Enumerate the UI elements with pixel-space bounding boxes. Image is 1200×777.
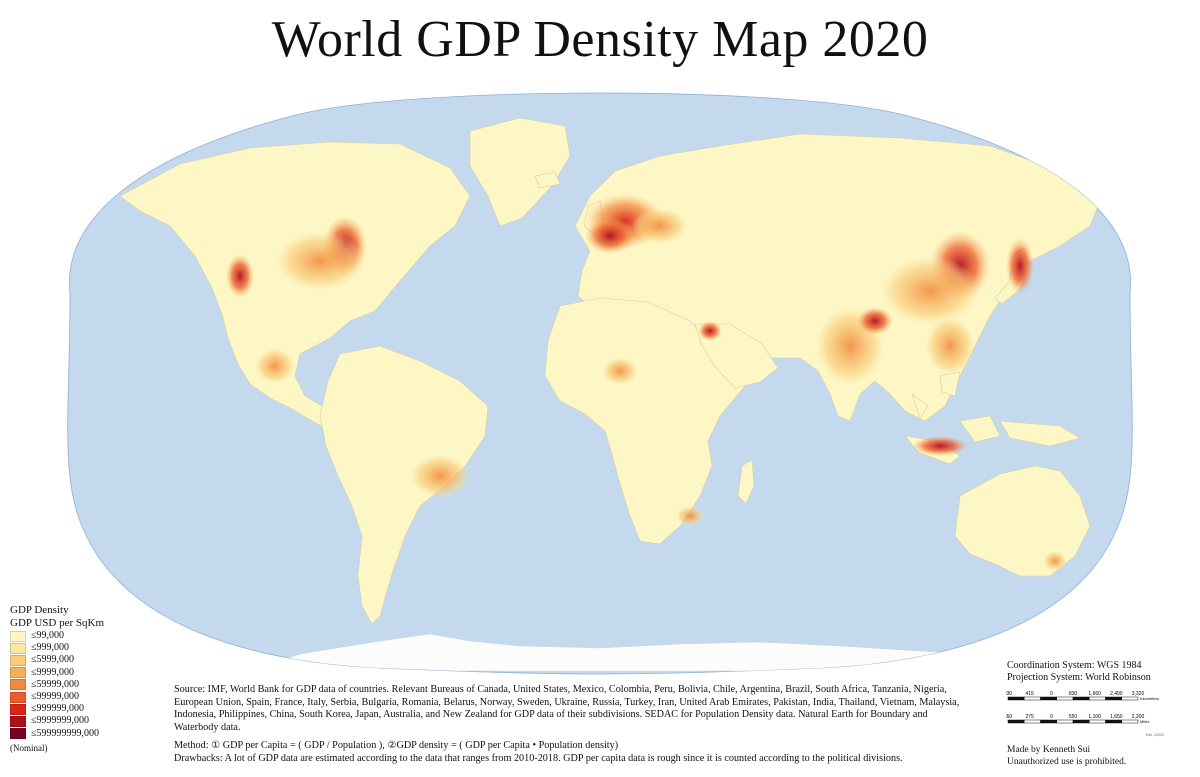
legend-unit: GDP USD per SqKm [10,617,105,629]
scale-tick-label: 830 [1069,691,1078,697]
author: Made by Kenneth Sui [1007,745,1091,755]
legend-swatch [10,642,26,654]
scale-tick-label: 2,200 [1132,714,1145,720]
gdp-density-hotspots [226,193,1067,571]
legend-item: ≤99999,000 [10,691,104,703]
scale-segment [1105,696,1122,701]
legend-swatch [10,728,26,740]
scale-segment [1024,696,1041,701]
credit: Made by Kenneth Sui Unauthorized use is … [1007,744,1126,768]
legend-label: ≤5999,000 [31,654,74,666]
scale-segment [1089,719,1106,724]
legend-item: ≤59999,000 [10,679,104,691]
north-america [119,141,471,432]
legend-label: ≤999999,000 [31,703,84,715]
legend-label: ≤9999,000 [31,666,74,678]
scale-unit: Kilometers [1140,696,1159,701]
scale-segment [1121,696,1139,701]
legend-item: ≤599999999,000 [10,728,104,740]
scale-segment [1056,696,1074,701]
coordinate-info: Coordination System: WGS 1984 Projection… [1007,660,1151,684]
legend-swatch [10,703,26,715]
map-title: World GDP Density Map 2020 [271,11,929,68]
scale-segment [1007,696,1025,701]
legend-swatch [10,679,26,691]
scale-tick-label: 0 [1050,714,1053,720]
legend-item: ≤9999999,000 [10,715,104,727]
legend-item: ≤9999,000 [10,667,104,679]
scale-tick-label: 550 [1006,714,1012,720]
drawbacks-text: Drawbacks: A lot of GDP data are estimat… [174,752,903,764]
legend-swatch [10,691,26,703]
legend-label: ≤59999,000 [31,678,79,690]
scale-tick-label: 550 [1069,714,1078,720]
legend-swatch [10,630,26,642]
method-text: Method: ① GDP per Capita = ( GDP / Popul… [174,740,619,752]
scale-segment [1072,719,1090,724]
legend-label: ≤9999999,000 [31,715,89,727]
south-america [319,345,489,625]
scale-segment [1105,719,1122,724]
scale-segment [1040,719,1057,724]
legend-swatch [10,667,26,679]
legend-label: ≤599999999,000 [31,727,99,739]
rights-notice: Unauthorized use is prohibited. [1007,757,1127,767]
iceland [534,171,561,189]
scale-unit: Miles [1140,719,1149,724]
new-zealand [1127,575,1133,607]
scale-tick-label: 1,650 [1110,714,1123,720]
legend-item: ≤5999,000 [10,654,104,666]
legend-item: ≤999,000 [10,642,104,654]
scale-segment [1024,719,1041,724]
map-notes: Source: IMF, World Bank for GDP data of … [174,684,969,766]
scale-tick-label: 0 [1050,691,1053,697]
madagascar [737,459,755,505]
scale-segment [1007,719,1025,724]
scale-tick-label: 1,100 [1088,714,1101,720]
arabian-peninsula [694,323,779,389]
scale-tick-label: 1,660 [1088,691,1101,697]
scale-tick-label: 275 [1025,714,1034,720]
scale-tick-label: 2,490 [1110,691,1123,697]
maritime-southeast-asia [904,371,1081,465]
scale-segment [1121,719,1139,724]
scale-segment [1040,696,1057,701]
projection-system: Projection System: World Robinson [1007,672,1151,683]
legend-title: GDP Density [10,604,69,616]
scale-segment [1056,719,1074,724]
scale-segment [1089,696,1106,701]
australia [954,465,1091,577]
legend-item: ≤99,000 [10,630,104,642]
scale-tick-label: 830 [1006,691,1012,697]
legend-note: (Nominal) [10,742,48,753]
coordination-system: Coordination System: WGS 1984 [1007,660,1142,671]
legend-swatch [10,715,26,727]
legend-label: ≤99,000 [31,630,64,642]
source-text: Source: IMF, World Bank for GDP data of … [174,684,960,733]
scale-tick-label: 3,320 [1132,691,1145,697]
greenland [469,117,571,227]
world-map [67,92,1133,675]
legend-swatch [10,654,26,666]
legend-items: ≤99,000 ≤999,000 ≤5999,000 ≤9999,000 ≤59999,… [10,630,104,740]
scale-note: Esri, USGS [1146,733,1165,737]
legend-label: ≤999,000 [31,642,69,654]
map-legend: GDP Density GDP USD per SqKm ≤99,000 ≤999… [10,604,104,754]
scale-tick-label: 415 [1025,691,1034,697]
scale-segment [1072,696,1090,701]
legend-label: ≤99999,000 [31,691,79,703]
legend-item: ≤999999,000 [10,703,104,715]
